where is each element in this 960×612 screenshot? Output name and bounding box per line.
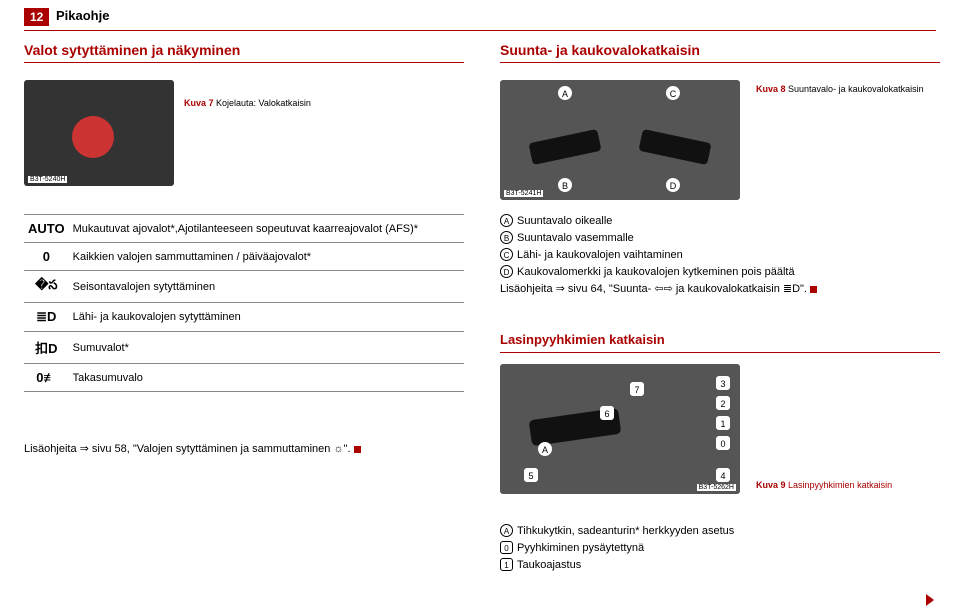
divider xyxy=(24,62,464,63)
table-row: �సSeisontavalojen sytyttäminen xyxy=(24,271,464,303)
table-row: ≣DLähi- ja kaukovalojen sytyttäminen xyxy=(24,303,464,332)
list-item: ASuuntavalo oikealle xyxy=(500,214,940,227)
figure-label: 5 xyxy=(524,468,538,482)
figure-9: A 3 2 1 0 4 5 6 7 B3T-5262H xyxy=(500,364,740,494)
icon-cell: AUTO xyxy=(24,215,69,243)
figure-label: 4 xyxy=(716,468,730,482)
heading-left: Valot sytyttäminen ja näkyminen xyxy=(24,42,240,58)
divider xyxy=(500,352,940,353)
figure-9-caption: Kuva 9 Lasinpyyhkimien katkaisin xyxy=(756,480,936,490)
text-cell: Sumuvalot* xyxy=(69,332,464,364)
figure-tag: B3T-5240H xyxy=(28,176,67,183)
list-item: ATihkukytkin, sadeanturin* herkkyyden as… xyxy=(500,524,940,537)
figure-label-b: B xyxy=(558,178,572,192)
list-right-2: ATihkukytkin, sadeanturin* herkkyyden as… xyxy=(500,524,940,575)
list-item: 1Taukoajastus xyxy=(500,558,940,571)
figure-label-c: C xyxy=(666,86,680,100)
figure-label: 6 xyxy=(600,406,614,420)
figure-7: B3T-5240H xyxy=(24,80,174,186)
figure-label: 3 xyxy=(716,376,730,390)
figure-8: A B C D B3T-5241H xyxy=(500,80,740,200)
text-cell: Mukautuvat ajovalot*,Ajotilanteeseen sop… xyxy=(69,215,464,243)
section-name: Pikaohje xyxy=(56,8,109,23)
list-item: DKaukovalomerkki ja kaukovalojen kytkemi… xyxy=(500,265,940,278)
list-item: CLähi- ja kaukovalojen vaihtaminen xyxy=(500,248,940,261)
heading-right: Suunta- ja kaukovalokatkaisin xyxy=(500,42,700,58)
list-item: 0Pyyhkiminen pysäytettynä xyxy=(500,541,940,554)
list-right: ASuuntavalo oikealle BSuuntavalo vasemmal… xyxy=(500,214,940,299)
figure-tag: B3T-5241H xyxy=(504,190,543,197)
note-left: Lisäohjeita ⇒ sivu 58, "Valojen sytyttäm… xyxy=(24,442,464,455)
figure-7-caption: Kuva 7 Kojelauta: Valokatkaisin xyxy=(184,98,311,108)
figure-label: 0 xyxy=(716,436,730,450)
icon-cell: 扣D xyxy=(24,332,69,364)
note-right: Lisäohjeita ⇒ sivu 64, "Suunta- ⇦⇨ ja ka… xyxy=(500,282,940,295)
figure-label: 1 xyxy=(716,416,730,430)
icon-cell: 0≢ xyxy=(24,364,69,392)
text-cell: Takasumuvalo xyxy=(69,364,464,392)
divider xyxy=(24,30,936,31)
table-row: 0Kaikkien valojen sammuttaminen / päiväa… xyxy=(24,243,464,271)
figure-label: 7 xyxy=(630,382,644,396)
continue-icon xyxy=(926,594,934,606)
text-cell: Lähi- ja kaukovalojen sytyttäminen xyxy=(69,303,464,332)
icon-cell: ≣D xyxy=(24,303,69,332)
page-number: 12 xyxy=(24,8,49,26)
figure-label: 2 xyxy=(716,396,730,410)
icon-cell: �స xyxy=(24,271,69,303)
figure-label-a: A xyxy=(558,86,572,100)
figure-label: A xyxy=(538,442,552,456)
text-cell: Seisontavalojen sytyttäminen xyxy=(69,271,464,303)
light-switch-table: AUTOMukautuvat ajovalot*,Ajotilanteeseen… xyxy=(24,214,464,392)
table-row: AUTOMukautuvat ajovalot*,Ajotilanteeseen… xyxy=(24,215,464,243)
table-row: 扣DSumuvalot* xyxy=(24,332,464,364)
figure-8-caption: Kuva 8 Suuntavalo- ja kaukovalokatkaisin xyxy=(756,84,936,94)
heading-right-2: Lasinpyyhkimien katkaisin xyxy=(500,332,665,347)
figure-tag: B3T-5262H xyxy=(697,484,736,491)
table-row: 0≢Takasumuvalo xyxy=(24,364,464,392)
divider xyxy=(500,62,940,63)
text-cell: Kaikkien valojen sammuttaminen / päiväaj… xyxy=(69,243,464,271)
figure-label-d: D xyxy=(666,178,680,192)
icon-cell: 0 xyxy=(24,243,69,271)
list-item: BSuuntavalo vasemmalle xyxy=(500,231,940,244)
